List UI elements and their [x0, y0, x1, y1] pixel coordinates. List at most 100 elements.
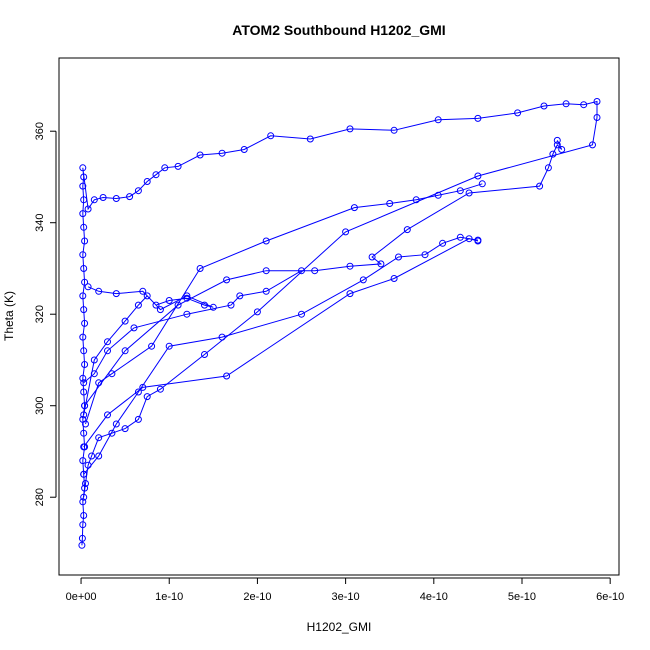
data-point	[80, 173, 88, 181]
data-point	[456, 187, 464, 195]
data-point	[121, 425, 129, 433]
data-point	[79, 182, 87, 190]
series-2	[80, 283, 217, 419]
data-point	[90, 370, 98, 378]
data-point	[143, 178, 151, 185]
data-point	[148, 342, 156, 350]
series-line	[83, 236, 478, 475]
data-point	[90, 356, 98, 364]
data-point	[412, 196, 420, 204]
series-7	[80, 267, 305, 387]
data-point	[80, 493, 88, 501]
data-point	[79, 210, 87, 218]
data-point	[359, 276, 367, 284]
data-point	[514, 109, 522, 117]
data-point	[346, 125, 354, 133]
data-point	[298, 310, 305, 318]
series-line	[83, 270, 302, 384]
data-point	[80, 470, 88, 478]
y-axis: 280 300 320 340 360	[34, 122, 57, 506]
data-point	[156, 306, 164, 314]
data-point	[544, 164, 552, 172]
data-point	[474, 172, 482, 180]
x-axis: 0e+00 1e-10 2e-10 3e-10 4e-10 5e-10 6e-10	[66, 577, 624, 603]
data-point	[99, 194, 107, 201]
data-point	[174, 301, 182, 309]
data-point	[196, 151, 204, 159]
data-point	[253, 308, 261, 316]
data-point	[84, 205, 92, 213]
x-axis-label: H1202_GMI	[307, 620, 372, 634]
data-point	[112, 420, 120, 428]
data-point	[81, 361, 89, 368]
data-point	[112, 195, 120, 202]
data-point	[183, 310, 191, 318]
data-point	[80, 429, 88, 437]
data-point	[79, 498, 87, 506]
data-point	[80, 265, 88, 272]
x-tick-label: 4e-10	[420, 591, 448, 603]
data-point	[223, 372, 231, 380]
data-point	[79, 251, 87, 259]
series-line	[83, 238, 479, 448]
data-point	[434, 191, 442, 199]
series-line	[83, 286, 214, 415]
data-point	[218, 149, 226, 157]
x-tick-label: 6e-10	[596, 591, 624, 603]
data-point	[112, 290, 120, 298]
data-point	[465, 235, 473, 243]
data-point	[403, 226, 411, 234]
data-point	[80, 388, 88, 396]
data-point	[81, 484, 89, 492]
data-point	[174, 162, 182, 170]
data-point	[152, 171, 160, 179]
data-point	[104, 347, 111, 355]
data-point	[80, 196, 88, 204]
data-point	[126, 193, 134, 201]
data-point	[156, 385, 164, 393]
series-1	[78, 98, 601, 549]
data-point	[421, 251, 429, 259]
data-point	[81, 278, 89, 286]
data-point	[134, 187, 142, 195]
data-point	[108, 370, 116, 378]
data-point	[218, 333, 226, 341]
data-point	[262, 287, 270, 295]
data-point	[553, 136, 561, 144]
data-point	[81, 237, 89, 245]
data-point	[79, 374, 87, 382]
data-point	[201, 351, 208, 358]
data-point	[346, 290, 354, 298]
data-point	[81, 402, 89, 410]
data-point	[589, 141, 596, 149]
data-point	[593, 114, 601, 121]
data-point	[267, 132, 275, 140]
data-point	[377, 260, 385, 268]
y-tick-label: 300	[34, 397, 46, 415]
series-line	[85, 183, 483, 425]
data-point	[342, 228, 350, 236]
data-point	[121, 317, 129, 325]
y-tick-label: 340	[34, 214, 46, 232]
x-tick-label: 3e-10	[332, 591, 360, 603]
data-point	[201, 301, 208, 309]
data-point	[139, 287, 147, 295]
data-point	[79, 292, 87, 300]
data-point	[183, 294, 191, 302]
data-point	[84, 283, 92, 291]
data-point	[346, 262, 354, 270]
data-point	[540, 102, 548, 110]
data-point	[553, 141, 561, 149]
data-point	[434, 116, 442, 124]
x-tick-label: 1e-10	[155, 591, 183, 603]
data-point	[143, 393, 151, 401]
data-point	[593, 98, 601, 105]
data-point	[108, 429, 116, 437]
series-3	[80, 233, 482, 478]
data-point	[439, 239, 447, 247]
data-point	[536, 182, 544, 190]
data-point	[95, 434, 103, 442]
data-point	[580, 101, 588, 109]
data-point	[165, 342, 173, 350]
data-point	[80, 379, 88, 387]
